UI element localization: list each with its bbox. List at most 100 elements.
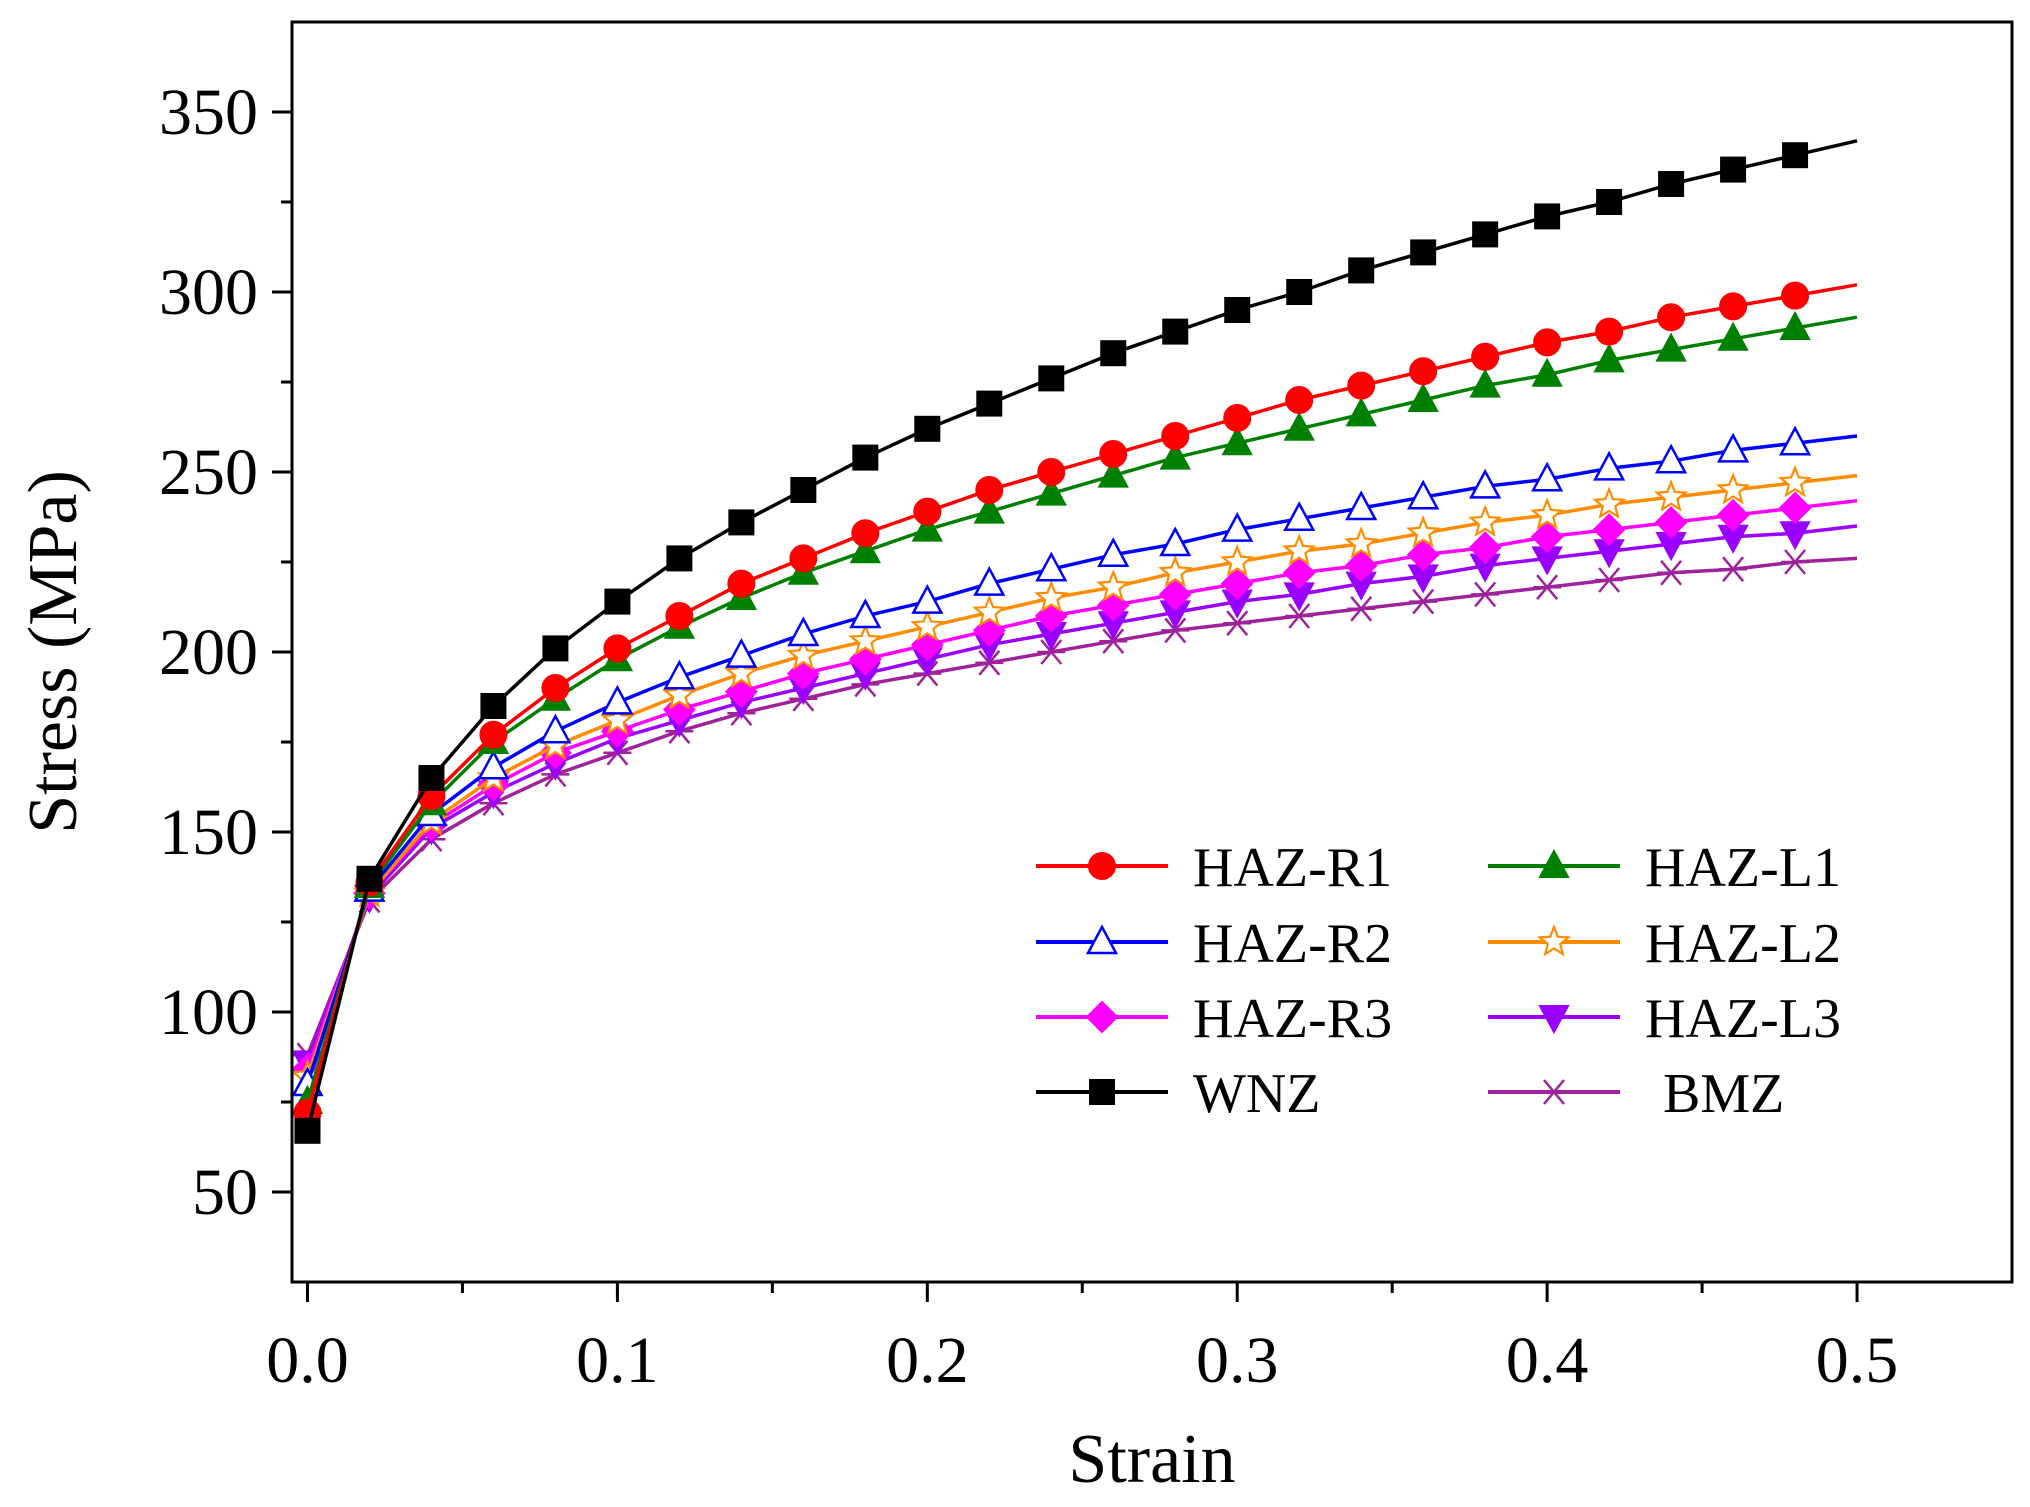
data-point — [790, 477, 817, 503]
data-point — [1159, 526, 1192, 557]
y-tick-label: 100 — [159, 976, 258, 1049]
data-point — [1593, 343, 1625, 373]
x-tick-label: 0.1 — [576, 1324, 659, 1397]
legend-label: HAZ-L3 — [1645, 988, 1841, 1050]
data-point — [1406, 515, 1441, 548]
data-point — [1096, 569, 1131, 602]
data-point — [539, 713, 572, 744]
data-point — [1158, 554, 1193, 588]
y-tick-label: 150 — [159, 796, 258, 869]
data-point — [975, 649, 1004, 676]
data-point — [1469, 468, 1502, 499]
data-point — [1407, 479, 1440, 510]
legend-marker — [1085, 1000, 1119, 1034]
data-point — [1779, 310, 1811, 340]
data-point — [1409, 357, 1438, 386]
x-axis-title: Strain — [1068, 1421, 1235, 1498]
data-point — [1531, 357, 1563, 387]
legend-label: WNZ — [1193, 1063, 1321, 1125]
data-point — [972, 594, 1007, 627]
legend-marker — [1536, 923, 1572, 957]
data-point — [1715, 471, 1751, 505]
data-point — [849, 534, 882, 564]
data-point — [1345, 397, 1377, 427]
data-point — [1531, 461, 1564, 492]
data-point — [1407, 382, 1439, 412]
data-point — [976, 390, 1003, 417]
legend-label: HAZ-L2 — [1645, 913, 1841, 975]
data-point — [1034, 579, 1069, 613]
legend-item-haz-l2: HAZ-L2 — [1488, 913, 1841, 975]
legend-label: HAZ-R1 — [1193, 837, 1392, 899]
data-point — [1469, 368, 1501, 398]
data-point — [1471, 342, 1500, 371]
data-point — [1534, 203, 1561, 230]
data-point — [1717, 321, 1749, 351]
data-point — [1223, 404, 1252, 432]
data-point — [1777, 464, 1813, 498]
data-point — [1406, 538, 1440, 572]
series-line — [305, 283, 1858, 1114]
data-point — [1286, 279, 1313, 305]
data-point — [1592, 513, 1626, 547]
data-point — [1533, 574, 1562, 601]
data-point — [1593, 450, 1626, 481]
data-point — [728, 509, 755, 536]
data-point — [480, 693, 507, 719]
legend-marker — [1538, 1005, 1570, 1035]
data-point — [1223, 610, 1252, 637]
data-point — [1716, 432, 1750, 463]
data-point — [1220, 543, 1255, 577]
data-point — [479, 720, 508, 749]
legend-item-haz-r2: HAZ-R2 — [1036, 913, 1392, 975]
y-axis-title: Stress (MPa) — [15, 470, 92, 834]
data-point — [1035, 551, 1068, 582]
data-point — [1099, 628, 1128, 655]
data-point — [1655, 332, 1687, 362]
legend-marker — [1085, 924, 1119, 955]
data-point — [1345, 490, 1378, 521]
series-line — [305, 473, 1858, 1078]
legend-label: HAZ-R3 — [1193, 988, 1392, 1050]
data-point — [1159, 440, 1191, 470]
data-point — [913, 497, 942, 526]
data-point — [1344, 549, 1378, 583]
legend-marker — [1088, 852, 1116, 880]
data-point — [727, 569, 756, 598]
data-point — [849, 598, 882, 629]
data-point — [1037, 458, 1066, 486]
data-point — [1658, 171, 1685, 197]
x-tick-label: 0.0 — [266, 1324, 349, 1397]
data-point — [1283, 411, 1315, 441]
data-point — [789, 544, 818, 573]
data-point — [1471, 581, 1500, 608]
data-point — [973, 494, 1005, 524]
data-point — [418, 765, 445, 791]
data-point — [1720, 156, 1747, 183]
series-line — [305, 139, 1858, 1132]
data-point — [1347, 371, 1376, 400]
data-point — [914, 415, 941, 442]
series-haz-l1 — [291, 310, 1858, 1114]
x-tick-label: 0.3 — [1196, 1324, 1279, 1397]
data-point — [1285, 603, 1314, 629]
data-point — [1100, 340, 1127, 367]
data-point — [1035, 476, 1067, 506]
legend-item-haz-r3: HAZ-R3 — [1036, 988, 1392, 1050]
data-point — [1220, 567, 1254, 601]
data-point — [1347, 595, 1376, 622]
legend-marker — [1540, 1079, 1568, 1105]
x-tick-label: 0.2 — [886, 1324, 969, 1397]
data-point — [294, 1117, 321, 1144]
data-point — [356, 865, 383, 892]
data-point — [1596, 189, 1623, 215]
data-point — [851, 519, 880, 548]
data-point — [724, 655, 759, 689]
x-tick-label: 0.4 — [1506, 1324, 1589, 1397]
data-point — [1655, 443, 1688, 474]
data-point — [1162, 318, 1189, 345]
data-point — [1782, 142, 1809, 169]
data-point — [1472, 221, 1499, 248]
data-point — [1533, 328, 1562, 357]
